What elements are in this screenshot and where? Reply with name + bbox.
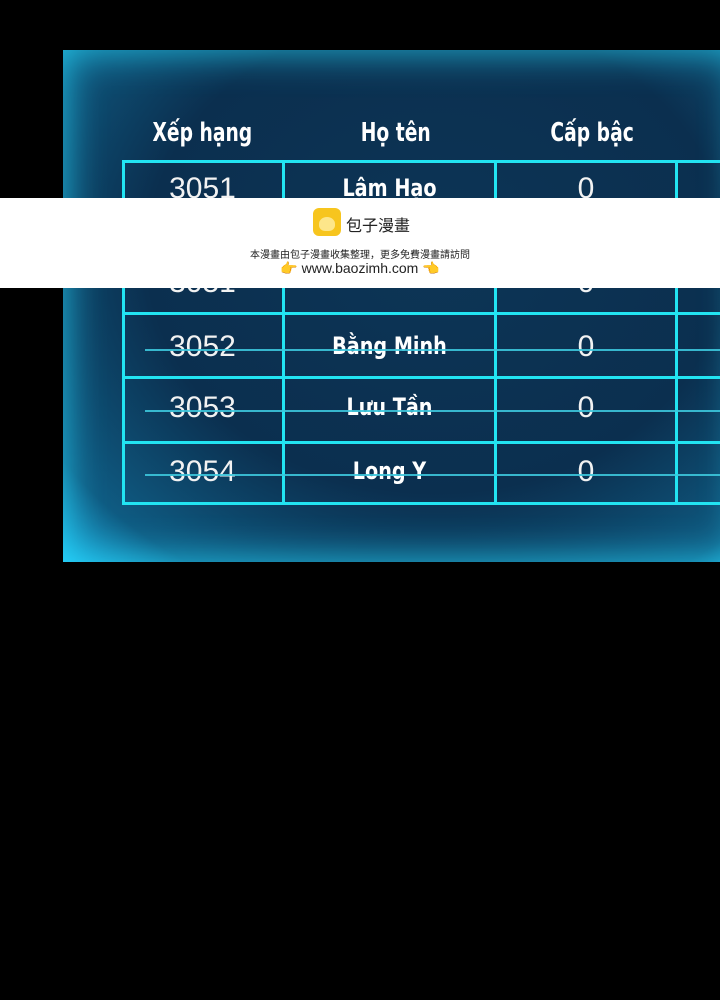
- ranking-table: [122, 160, 720, 505]
- row-divider: [122, 376, 720, 379]
- header-level: Cấp bậc: [550, 118, 634, 148]
- column-divider: [282, 160, 285, 505]
- pointing-right-hand-icon: 👉: [280, 260, 298, 276]
- watermark-banner: 包子漫畫 本漫畫由包子漫畫收集整理，更多免費漫畫請訪問 👉 www.baozim…: [0, 198, 720, 288]
- level-cell: 0: [577, 172, 595, 205]
- level-cell: 0: [577, 330, 595, 363]
- watermark-url[interactable]: www.baozimh.com: [301, 260, 419, 276]
- name-cell: Bằng Minh: [332, 332, 447, 360]
- baozi-logo-icon: [313, 208, 341, 236]
- watermark-url-line[interactable]: 👉 www.baozimh.com 👈: [0, 260, 720, 277]
- column-divider: [675, 160, 678, 505]
- column-divider: [494, 160, 497, 505]
- row-divider: [122, 441, 720, 444]
- header-rank: Xếp hạng: [152, 118, 253, 148]
- pointing-left-hand-icon: 👈: [422, 260, 440, 276]
- level-cell: 0: [577, 391, 595, 424]
- strikethrough-line: [145, 349, 720, 351]
- rank-cell: 3054: [169, 455, 236, 488]
- level-cell: 0: [577, 455, 595, 488]
- ranking-panel: [63, 50, 720, 562]
- watermark-brand: 包子漫畫: [346, 218, 411, 235]
- rank-cell: 3052: [169, 330, 236, 363]
- name-cell: Lâm Hạo: [342, 174, 437, 202]
- strikethrough-line: [145, 410, 720, 412]
- name-cell: Long Y: [352, 457, 427, 485]
- name-cell: Lưu Tần: [346, 393, 433, 421]
- header-name: Họ tên: [360, 118, 431, 148]
- row-divider: [122, 312, 720, 315]
- watermark-note: 本漫畫由包子漫畫收集整理，更多免費漫畫請訪問: [250, 250, 470, 261]
- rank-cell: 3053: [169, 391, 236, 424]
- strikethrough-line: [145, 474, 720, 476]
